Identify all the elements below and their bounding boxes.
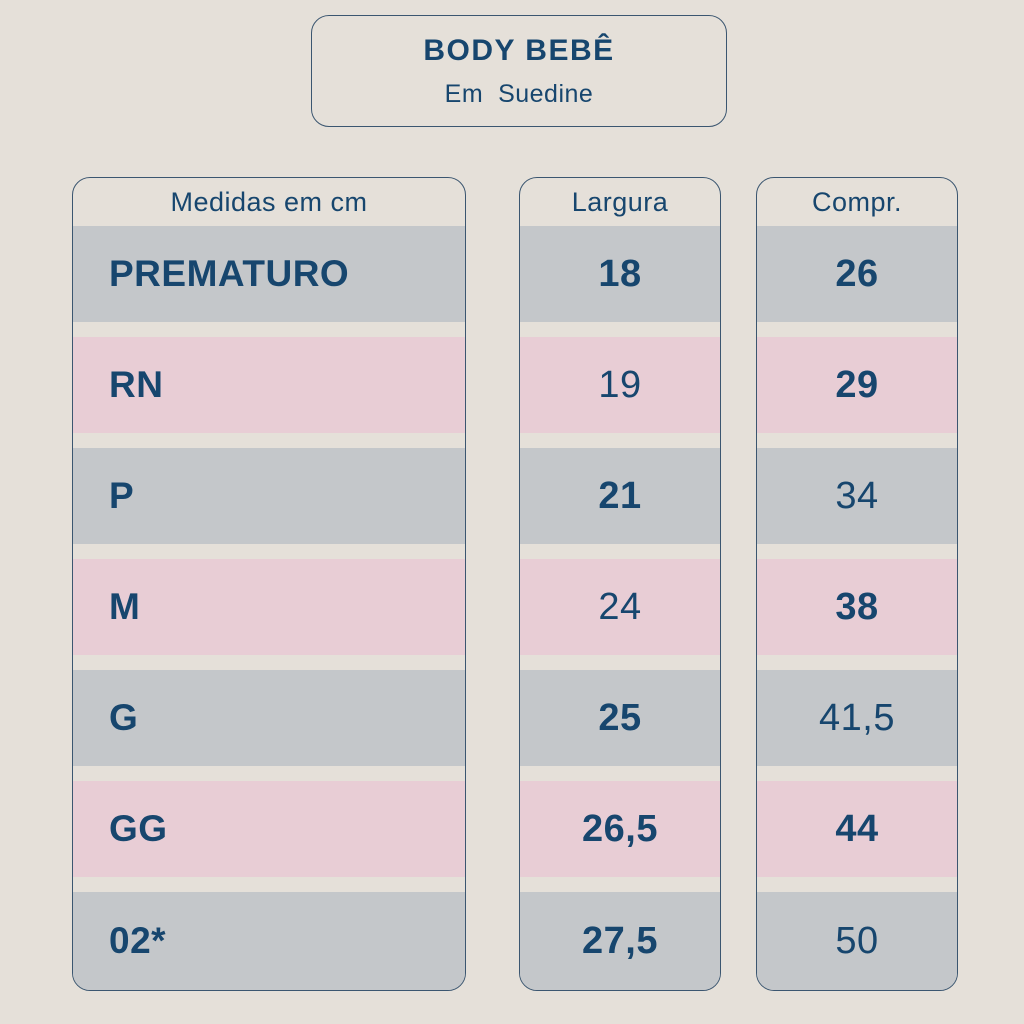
size-label: P (109, 475, 135, 516)
width-value-cell: 21 (520, 448, 720, 544)
size-label: M (109, 586, 141, 627)
width-value: 26,5 (582, 807, 658, 850)
length-value-cell: 26 (757, 226, 957, 322)
page-subtitle: Em Suedine (444, 79, 594, 108)
length-header: Compr. (811, 186, 903, 217)
length-panel: Compr. 26 29 34 38 41,5 44 50 (756, 177, 958, 991)
sizes-panel: Medidas em cm PREMATURO RN P M G GG 02* (72, 177, 466, 991)
length-value-cell: 41,5 (757, 670, 957, 766)
size-label: GG (109, 808, 168, 849)
size-cell: PREMATURO (73, 226, 465, 322)
length-value-cell: 50 (757, 892, 957, 990)
width-panel: Largura 18 19 21 24 25 26,5 27,5 (519, 177, 721, 991)
length-value: 29 (835, 363, 879, 406)
size-cell: GG (73, 781, 465, 877)
width-value: 27,5 (582, 919, 658, 962)
size-cell: M (73, 559, 465, 655)
length-value: 34 (835, 474, 879, 517)
size-cell: P (73, 448, 465, 544)
width-value: 21 (598, 474, 642, 517)
length-value: 44 (835, 807, 879, 850)
length-value-cell: 34 (757, 448, 957, 544)
width-value-cell: 27,5 (520, 892, 720, 990)
size-label: PREMATURO (109, 253, 350, 294)
width-value: 25 (598, 696, 642, 739)
length-value: 50 (835, 919, 879, 962)
length-value-cell: 29 (757, 337, 957, 433)
length-value: 26 (835, 252, 879, 295)
length-value: 38 (835, 585, 879, 628)
size-label: G (109, 697, 139, 738)
width-value-cell: 19 (520, 337, 720, 433)
page-title: BODY BEBÊ (423, 33, 615, 67)
sizes-header: Medidas em cm (170, 186, 368, 217)
title-card: BODY BEBÊ Em Suedine (311, 15, 727, 127)
width-value-cell: 24 (520, 559, 720, 655)
width-value-cell: 18 (520, 226, 720, 322)
width-header: Largura (571, 186, 669, 217)
width-value-cell: 26,5 (520, 781, 720, 877)
width-value-cell: 25 (520, 670, 720, 766)
size-cell: 02* (73, 892, 465, 990)
width-value: 24 (598, 585, 642, 628)
size-label: RN (109, 364, 164, 405)
width-value: 19 (598, 363, 642, 406)
size-label: 02* (109, 920, 167, 961)
width-value: 18 (598, 252, 642, 295)
length-value-cell: 38 (757, 559, 957, 655)
size-cell: RN (73, 337, 465, 433)
length-value-cell: 44 (757, 781, 957, 877)
size-cell: G (73, 670, 465, 766)
length-value: 41,5 (819, 696, 895, 739)
